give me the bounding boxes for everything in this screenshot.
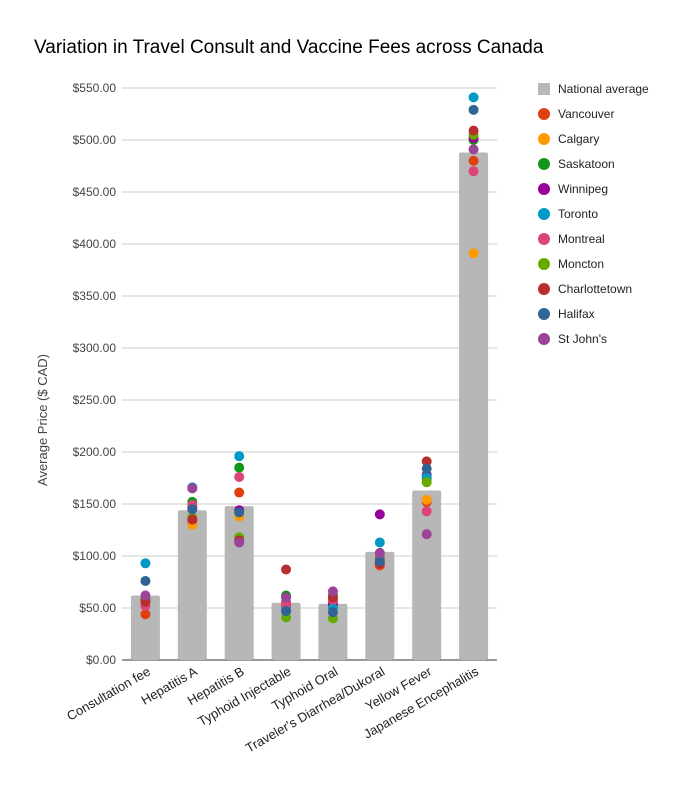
point-toronto [374, 537, 385, 548]
y-tick-label: $300.00 [73, 341, 117, 355]
legend-label: Moncton [558, 257, 604, 271]
y-tick-label: $500.00 [73, 133, 117, 147]
legend-swatch [538, 208, 550, 220]
legend-swatch [538, 83, 550, 95]
point-vancouver [234, 487, 245, 498]
bar-national-average [459, 152, 489, 661]
legend-swatch [538, 333, 550, 345]
legend-label: Montreal [558, 232, 605, 246]
legend-swatch [538, 308, 550, 320]
legend-label: Vancouver [558, 107, 614, 121]
point-halifax [281, 606, 292, 617]
legend-label: Saskatoon [558, 157, 615, 171]
point-calgary [421, 494, 432, 505]
y-tick-label: $400.00 [73, 237, 117, 251]
point-halifax [468, 104, 479, 115]
point-halifax [234, 507, 245, 518]
legend-swatch [538, 158, 550, 170]
point-st-john-s [234, 537, 245, 548]
legend-swatch [538, 258, 550, 270]
point-montreal [234, 471, 245, 482]
legend-swatch [538, 283, 550, 295]
legend-label: Halifax [558, 307, 595, 321]
legend-swatch [538, 133, 550, 145]
y-tick-label: $350.00 [73, 289, 117, 303]
point-winnipeg [374, 509, 385, 520]
point-toronto [140, 558, 151, 569]
y-tick-label: $50.00 [79, 601, 116, 615]
point-saskatoon [234, 462, 245, 473]
point-st-john-s [140, 590, 151, 601]
legend-label: National average [558, 82, 649, 96]
point-moncton [421, 477, 432, 488]
y-tick-label: $550.00 [73, 81, 117, 95]
point-toronto [234, 451, 245, 462]
point-charlottetown [421, 456, 432, 467]
y-axis-label: Average Price ($ CAD) [35, 354, 50, 486]
point-charlottetown [187, 514, 198, 525]
point-st-john-s [187, 483, 198, 494]
point-halifax [374, 556, 385, 567]
point-vancouver [468, 155, 479, 166]
point-halifax [140, 575, 151, 586]
legend-swatch [538, 233, 550, 245]
point-calgary [468, 248, 479, 259]
bar-national-average [130, 595, 160, 660]
point-montreal [421, 506, 432, 517]
legend-label: St John's [558, 332, 607, 346]
point-st-john-s [421, 529, 432, 540]
point-halifax [327, 607, 338, 618]
legend-label: Winnipeg [558, 182, 608, 196]
point-st-john-s [327, 586, 338, 597]
bar-national-average [412, 490, 442, 660]
point-halifax [187, 504, 198, 515]
bar-national-average [365, 551, 395, 660]
legend-label: Charlottetown [558, 282, 632, 296]
point-st-john-s [281, 592, 292, 603]
bar-national-average [177, 510, 207, 660]
legend-swatch [538, 108, 550, 120]
point-charlottetown [281, 564, 292, 575]
bar-national-average [224, 506, 254, 660]
point-toronto [468, 92, 479, 103]
point-vancouver [140, 609, 151, 620]
point-charlottetown [468, 125, 479, 136]
bar-national-average [318, 603, 348, 660]
y-tick-label: $100.00 [73, 549, 117, 563]
legend-swatch [538, 183, 550, 195]
y-tick-label: $450.00 [73, 185, 117, 199]
y-tick-label: $0.00 [86, 653, 116, 667]
point-halifax [421, 463, 432, 474]
bar-national-average [271, 602, 301, 660]
chart-title: Variation in Travel Consult and Vaccine … [34, 37, 544, 58]
point-st-john-s [468, 144, 479, 155]
y-tick-label: $150.00 [73, 497, 117, 511]
legend-label: Calgary [558, 132, 599, 146]
y-tick-label: $200.00 [73, 445, 117, 459]
point-st-john-s [374, 547, 385, 558]
legend-label: Toronto [558, 207, 598, 221]
y-tick-label: $250.00 [73, 393, 117, 407]
point-montreal [468, 166, 479, 177]
